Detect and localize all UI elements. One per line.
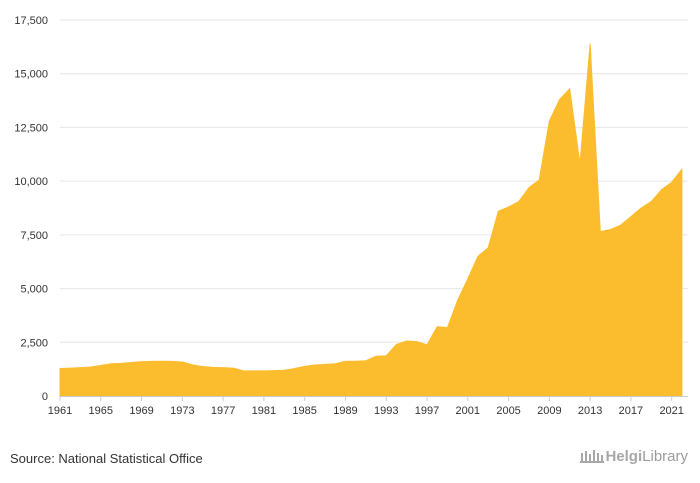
x-tick-label: 1961 [48,405,72,417]
x-tick-label: 2013 [578,405,602,417]
logo-rest: Library [642,447,688,465]
x-tick-label: 2009 [537,405,561,417]
x-tick-label: 2001 [456,405,480,417]
y-tick-label: 7,500 [20,230,48,242]
y-tick-label: 10,000 [14,176,48,188]
helgi-library-logo: HelgiLibrary [579,447,688,465]
y-tick-label: 0 [42,391,48,403]
x-tick-label: 1997 [415,405,439,417]
x-tick-label: 1989 [333,405,357,417]
x-tick-label: 2005 [496,405,520,417]
y-tick-label: 15,000 [14,69,48,81]
x-tick-label: 1965 [89,405,113,417]
x-tick-label: 1985 [292,405,316,417]
x-tick-label: 1981 [252,405,276,417]
y-tick-label: 17,500 [14,15,48,27]
footer: Source: National Statistical Office Helg… [0,438,700,483]
x-tick-label: 1993 [374,405,398,417]
y-tick-label: 2,500 [20,337,48,349]
area-series [59,43,683,397]
x-tick-label: 1977 [211,405,235,417]
logo-text: HelgiLibrary [605,448,688,465]
library-icon [580,450,605,463]
x-tick-label: 2021 [659,405,683,417]
y-tick-label: 5,000 [20,284,48,296]
source-note: Source: National Statistical Office [10,451,203,466]
area-chart: 0 2,500 5,000 7,500 10,000 12,500 15,000 17,500… [14,15,688,417]
x-tick-label: 1969 [129,405,153,417]
grid-lines [60,19,688,343]
axes: 0 2,500 5,000 7,500 10,000 12,500 15,000 17,500… [14,15,688,417]
y-tick-label: 12,500 [14,122,48,134]
plot-area [59,43,683,397]
logo-bold: Helgi [605,447,643,465]
x-tick-label: 2017 [619,405,643,417]
x-tick-label: 1973 [170,405,194,417]
